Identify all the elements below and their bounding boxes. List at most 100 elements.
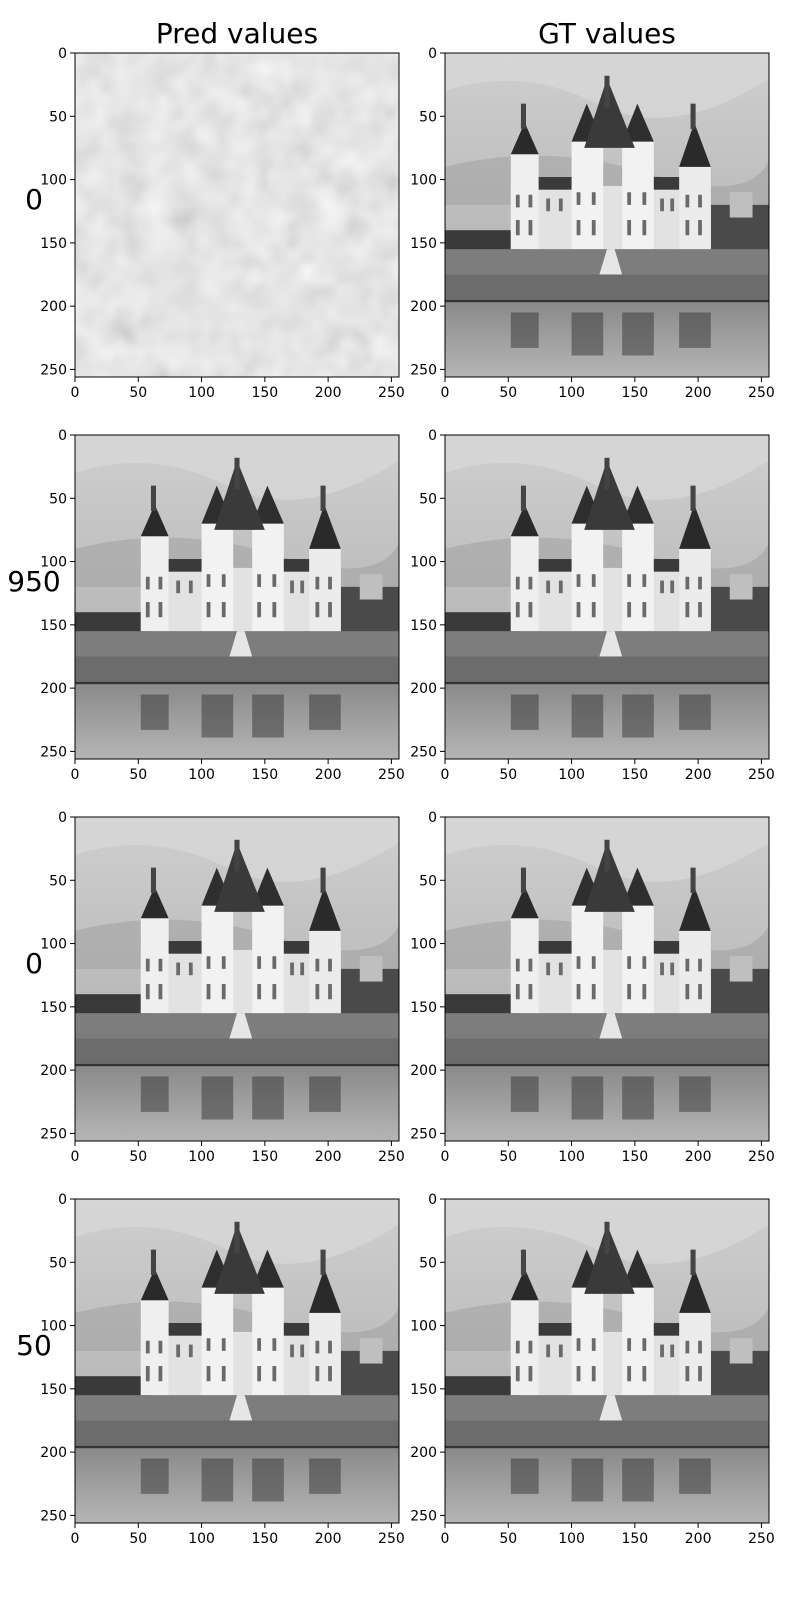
x-tick-label: 250 xyxy=(748,1531,775,1547)
x-tick-label: 50 xyxy=(499,1531,517,1547)
x-tick-label: 100 xyxy=(558,1531,585,1547)
x-tick-label: 0 xyxy=(71,1149,80,1165)
x-tick-label: 100 xyxy=(558,1149,585,1165)
column-title-pred: Pred values xyxy=(156,17,318,50)
x-tick-label: 200 xyxy=(685,1149,712,1165)
y-tick-label: 100 xyxy=(40,937,67,953)
x-tick-label: 50 xyxy=(129,767,147,783)
y-tick-label: 200 xyxy=(410,681,437,697)
row-label: 950 xyxy=(7,565,60,598)
castle-image xyxy=(75,435,399,759)
y-tick-label: 100 xyxy=(410,173,437,189)
y-tick-label: 0 xyxy=(58,810,67,826)
x-tick-label: 0 xyxy=(71,385,80,401)
x-tick-label: 200 xyxy=(685,1531,712,1547)
castle-image xyxy=(445,53,769,377)
y-tick-label: 0 xyxy=(428,428,437,444)
y-tick-label: 150 xyxy=(40,618,67,634)
y-tick-label: 0 xyxy=(58,428,67,444)
x-tick-label: 100 xyxy=(188,1531,215,1547)
x-tick-label: 250 xyxy=(748,385,775,401)
y-tick-label: 200 xyxy=(410,299,437,315)
y-tick-label: 50 xyxy=(419,873,437,889)
x-tick-label: 100 xyxy=(188,767,215,783)
axes-frame xyxy=(444,434,770,760)
y-tick-label: 50 xyxy=(419,491,437,507)
x-tick-label: 250 xyxy=(378,385,405,401)
x-tick-label: 150 xyxy=(251,1149,278,1165)
castle-image xyxy=(75,1199,399,1523)
y-tick-label: 200 xyxy=(410,1063,437,1079)
y-tick-label: 150 xyxy=(410,618,437,634)
axes-frame xyxy=(74,1198,400,1524)
castle-image xyxy=(445,435,769,759)
y-tick-label: 200 xyxy=(40,299,67,315)
x-tick-label: 0 xyxy=(71,767,80,783)
y-tick-label: 250 xyxy=(40,1126,67,1142)
x-tick-label: 0 xyxy=(71,1531,80,1547)
y-tick-label: 100 xyxy=(410,937,437,953)
x-tick-label: 50 xyxy=(499,1149,517,1165)
y-tick-label: 150 xyxy=(40,1000,67,1016)
y-tick-label: 0 xyxy=(428,810,437,826)
row-label: 50 xyxy=(16,1329,52,1362)
x-tick-label: 50 xyxy=(499,385,517,401)
y-tick-label: 250 xyxy=(40,744,67,760)
axes-frame xyxy=(444,52,770,378)
x-tick-label: 250 xyxy=(748,767,775,783)
y-tick-label: 250 xyxy=(410,744,437,760)
y-tick-label: 200 xyxy=(410,1445,437,1461)
y-tick-label: 150 xyxy=(410,1382,437,1398)
x-tick-label: 150 xyxy=(621,385,648,401)
x-tick-label: 200 xyxy=(315,385,342,401)
axes-frame xyxy=(74,52,400,378)
x-tick-label: 0 xyxy=(441,1149,450,1165)
x-tick-label: 0 xyxy=(441,767,450,783)
row-label: 0 xyxy=(25,183,43,216)
x-tick-label: 200 xyxy=(315,767,342,783)
y-tick-label: 250 xyxy=(410,1126,437,1142)
y-tick-label: 50 xyxy=(49,873,67,889)
x-tick-label: 50 xyxy=(129,1531,147,1547)
castle-image xyxy=(75,817,399,1141)
y-tick-label: 50 xyxy=(419,109,437,125)
castle-image xyxy=(445,817,769,1141)
x-tick-label: 100 xyxy=(558,385,585,401)
y-tick-label: 250 xyxy=(410,362,437,378)
axes-frame xyxy=(74,434,400,760)
y-tick-label: 0 xyxy=(58,46,67,62)
y-tick-label: 50 xyxy=(419,1255,437,1271)
castle-image xyxy=(445,1199,769,1523)
y-tick-label: 0 xyxy=(58,1192,67,1208)
x-tick-label: 250 xyxy=(378,767,405,783)
y-tick-label: 100 xyxy=(40,1319,67,1335)
x-tick-label: 50 xyxy=(129,385,147,401)
noise-image xyxy=(75,53,399,377)
y-tick-label: 50 xyxy=(49,109,67,125)
x-tick-label: 150 xyxy=(621,1531,648,1547)
y-tick-label: 200 xyxy=(40,1445,67,1461)
x-tick-label: 50 xyxy=(499,767,517,783)
axes-frame xyxy=(74,816,400,1142)
x-tick-label: 150 xyxy=(621,767,648,783)
x-tick-label: 0 xyxy=(441,385,450,401)
y-tick-label: 100 xyxy=(410,1319,437,1335)
y-tick-label: 0 xyxy=(428,1192,437,1208)
y-tick-label: 150 xyxy=(40,1382,67,1398)
y-tick-label: 100 xyxy=(40,555,67,571)
y-tick-label: 0 xyxy=(428,46,437,62)
axes-frame xyxy=(444,1198,770,1524)
x-tick-label: 200 xyxy=(685,385,712,401)
y-tick-label: 250 xyxy=(40,362,67,378)
x-tick-label: 100 xyxy=(188,385,215,401)
x-tick-label: 150 xyxy=(251,385,278,401)
column-title-gt: GT values xyxy=(538,17,676,50)
